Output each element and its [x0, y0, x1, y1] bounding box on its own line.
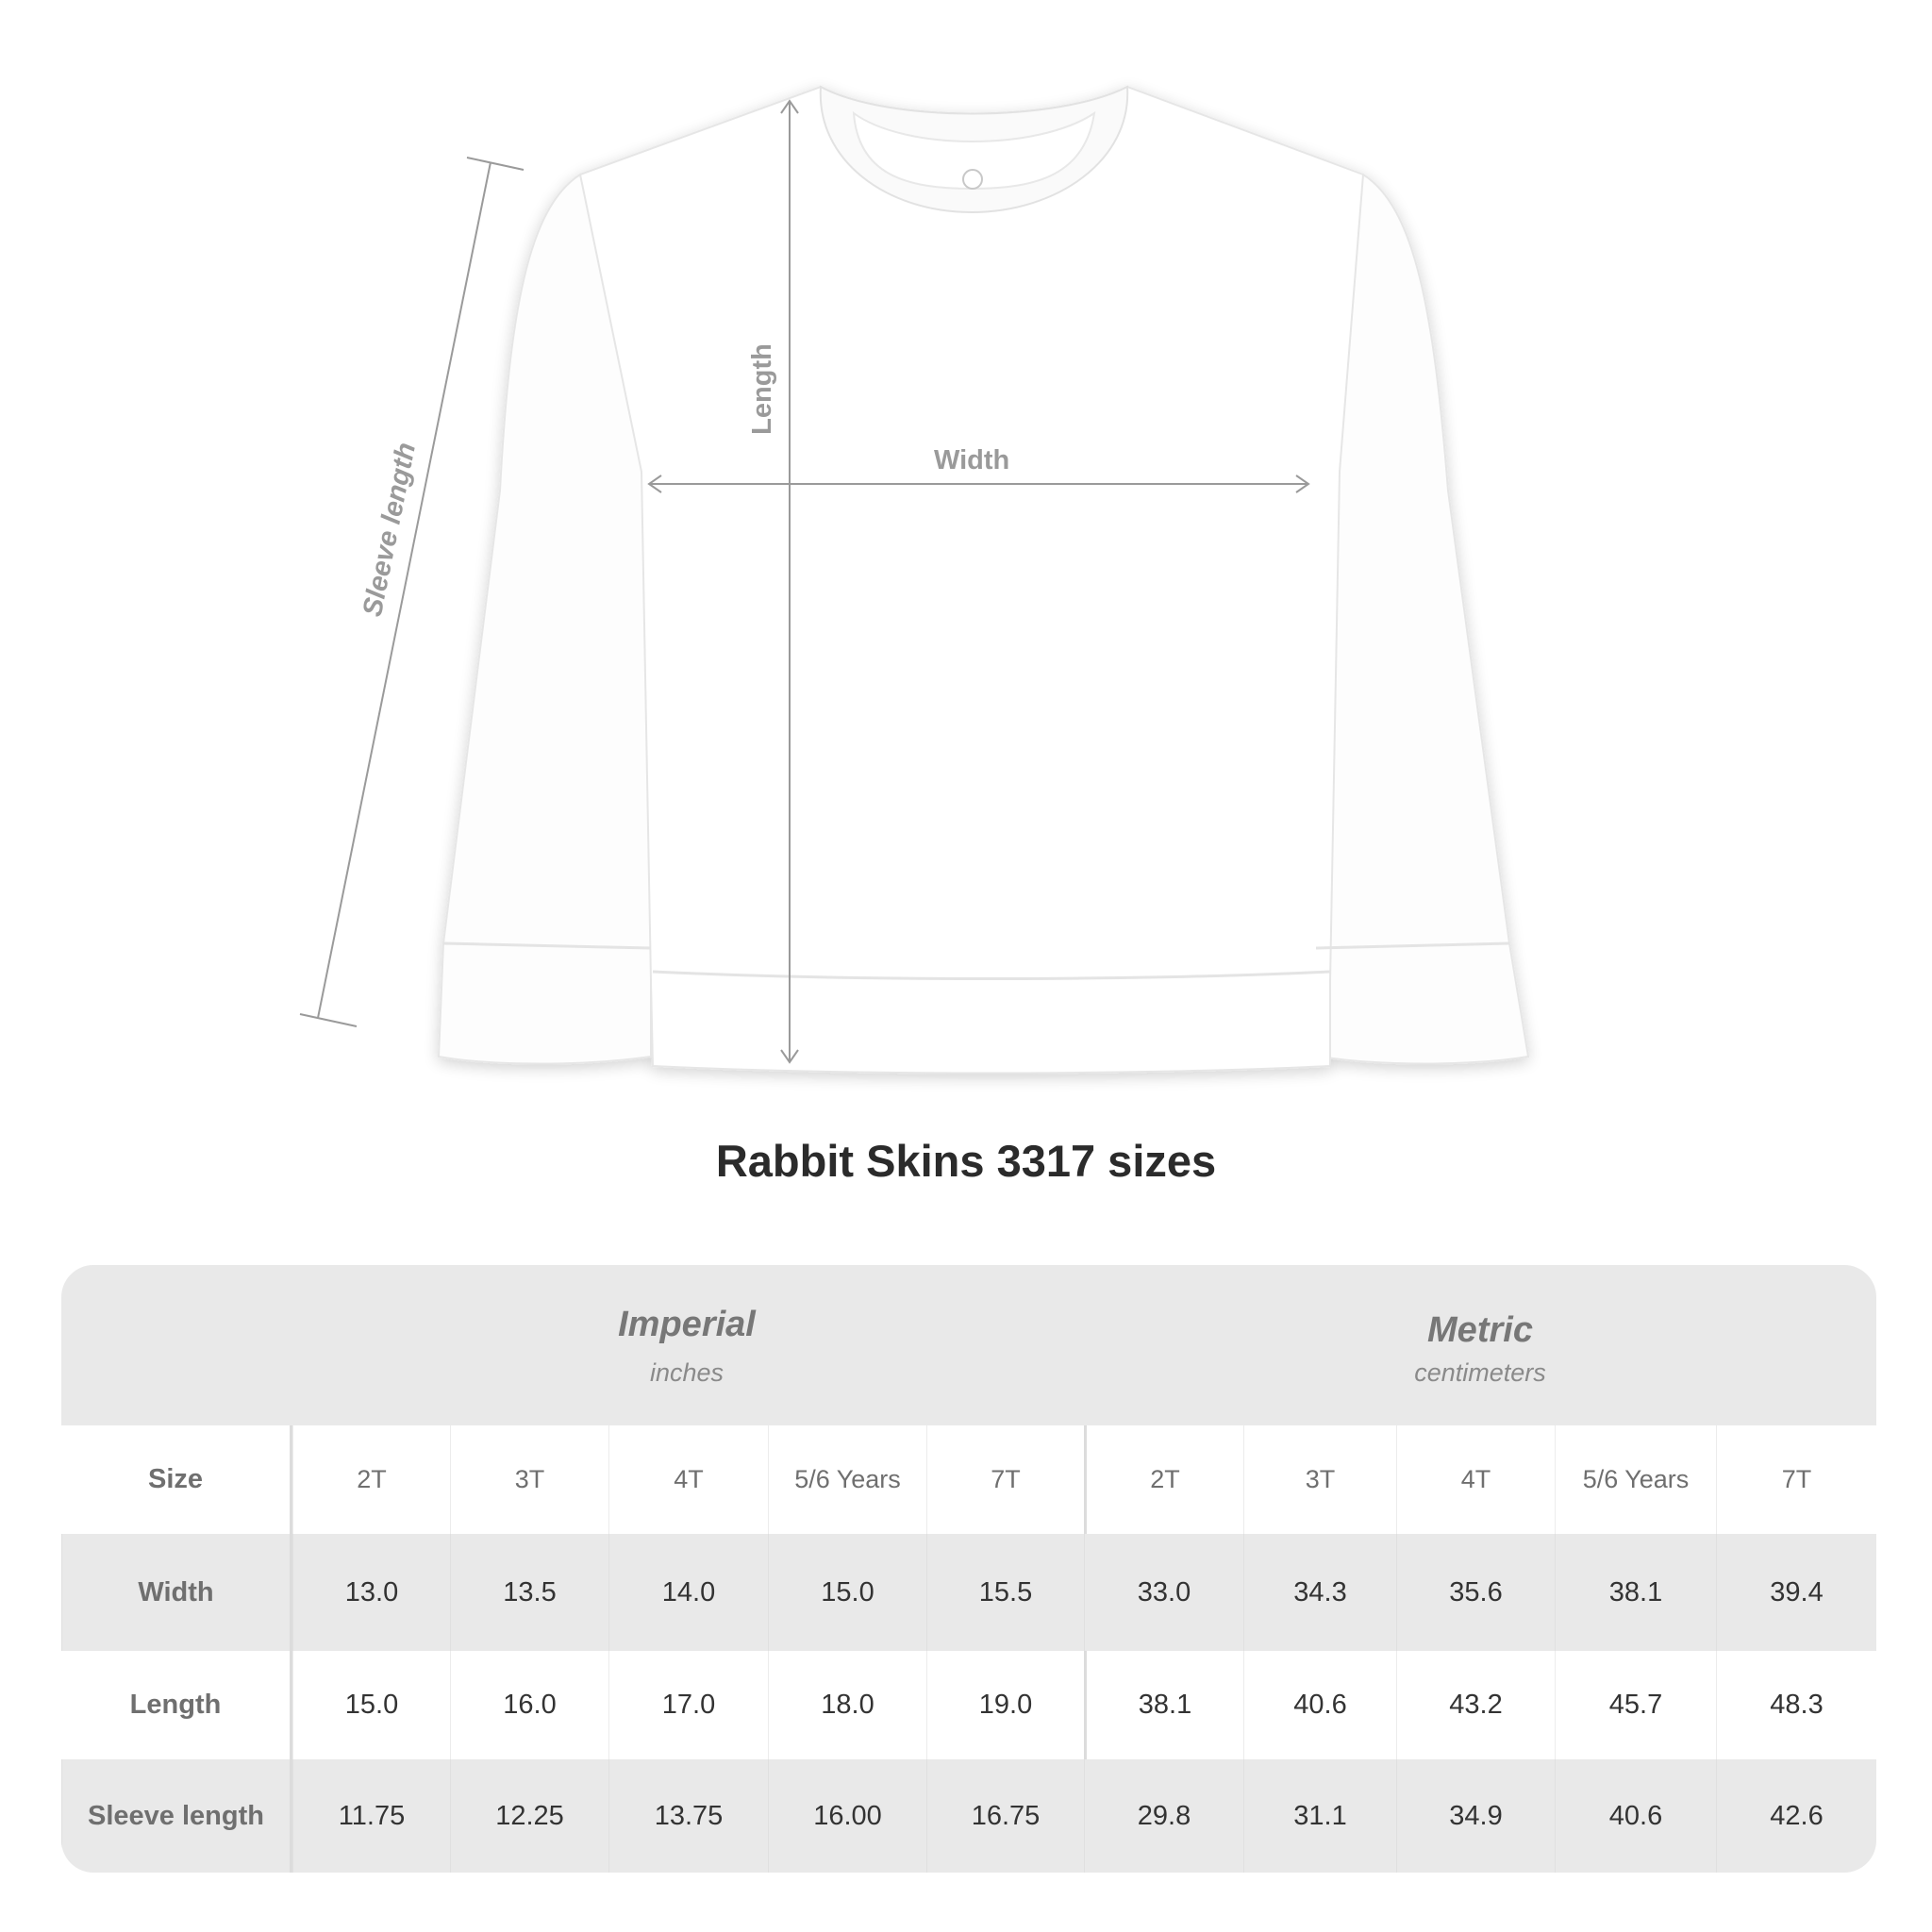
- sleeve-length-measure-line: [317, 161, 491, 1019]
- table-row: Width 13.0 13.5 14.0 15.0 15.5 33.0 34.3 35.6 38.…: [61, 1534, 1876, 1651]
- imperial-size-header: 5/6 Years: [768, 1425, 926, 1534]
- imperial-value: 16.00: [768, 1759, 926, 1873]
- metric-size-header: 4T: [1396, 1425, 1555, 1534]
- metric-size-header: 2T: [1084, 1425, 1243, 1534]
- metric-size-header: 3T: [1243, 1425, 1396, 1534]
- page-title: Rabbit Skins 3317 sizes: [715, 1136, 1217, 1186]
- imperial-value: 12.25: [450, 1759, 608, 1873]
- row-label: Sleeve length: [61, 1759, 292, 1873]
- metric-unit: centimeters: [1414, 1358, 1546, 1387]
- imperial-group-header: Imperial inches: [292, 1305, 1081, 1388]
- imperial-value: 11.75: [292, 1759, 450, 1873]
- size-header-row: Size 2T 3T 4T 5/6 Years 7T 2T 3T 4T 5/6 Years 7T: [61, 1425, 1876, 1534]
- imperial-value: 15.0: [768, 1534, 926, 1651]
- imperial-value: 17.0: [608, 1651, 768, 1759]
- metric-title: Metric: [1427, 1310, 1533, 1350]
- metric-value: 39.4: [1716, 1534, 1876, 1651]
- metric-value: 35.6: [1396, 1534, 1555, 1651]
- metric-value: 40.6: [1555, 1759, 1716, 1873]
- metric-value: 40.6: [1243, 1651, 1396, 1759]
- imperial-value: 16.0: [450, 1651, 608, 1759]
- metric-value: 31.1: [1243, 1759, 1396, 1873]
- imperial-value: 15.0: [292, 1651, 450, 1759]
- metric-value: 38.1: [1555, 1534, 1716, 1651]
- sweatshirt-diagram: [299, 85, 1530, 1074]
- size-table: Imperial inches Metric centimeters Size 2…: [61, 1265, 1876, 1873]
- imperial-value: 19.0: [926, 1651, 1084, 1759]
- width-label: Width: [934, 445, 1010, 475]
- metric-value: 29.8: [1084, 1759, 1243, 1873]
- metric-value: 34.3: [1243, 1534, 1396, 1651]
- brand-tag-icon: [962, 169, 983, 190]
- imperial-title: Imperial: [618, 1305, 756, 1344]
- imperial-value: 14.0: [608, 1534, 768, 1651]
- metric-value: 48.3: [1716, 1651, 1876, 1759]
- size-header-label: Size: [61, 1425, 292, 1534]
- row-label: Length: [61, 1651, 292, 1759]
- unit-header-band: Imperial inches Metric centimeters: [61, 1265, 1876, 1425]
- metric-value: 34.9: [1396, 1759, 1555, 1873]
- metric-value: 45.7: [1555, 1651, 1716, 1759]
- metric-value: 38.1: [1084, 1651, 1243, 1759]
- sweatshirt-image: [437, 85, 1530, 1074]
- metric-size-header: 5/6 Years: [1555, 1425, 1716, 1534]
- metric-value: 43.2: [1396, 1651, 1555, 1759]
- table-row: Length 15.0 16.0 17.0 18.0 19.0 38.1 40.6 43.2 45…: [61, 1651, 1876, 1759]
- metric-value: 33.0: [1084, 1534, 1243, 1651]
- imperial-value: 15.5: [926, 1534, 1084, 1651]
- length-label: Length: [746, 343, 777, 435]
- metric-value: 42.6: [1716, 1759, 1876, 1873]
- imperial-value: 13.5: [450, 1534, 608, 1651]
- table-row: Sleeve length 11.75 12.25 13.75 16.00 16.75 29…: [61, 1759, 1876, 1873]
- imperial-size-header: 3T: [450, 1425, 608, 1534]
- row-label: Width: [61, 1534, 292, 1651]
- imperial-value: 16.75: [926, 1759, 1084, 1873]
- imperial-value: 13.75: [608, 1759, 768, 1873]
- imperial-size-header: 7T: [926, 1425, 1084, 1534]
- metric-size-header: 7T: [1716, 1425, 1876, 1534]
- imperial-size-header: 4T: [608, 1425, 768, 1534]
- imperial-size-header: 2T: [292, 1425, 450, 1534]
- imperial-unit: inches: [649, 1358, 724, 1387]
- metric-group-header: Metric centimeters: [1084, 1310, 1876, 1388]
- imperial-value: 13.0: [292, 1534, 450, 1651]
- imperial-value: 18.0: [768, 1651, 926, 1759]
